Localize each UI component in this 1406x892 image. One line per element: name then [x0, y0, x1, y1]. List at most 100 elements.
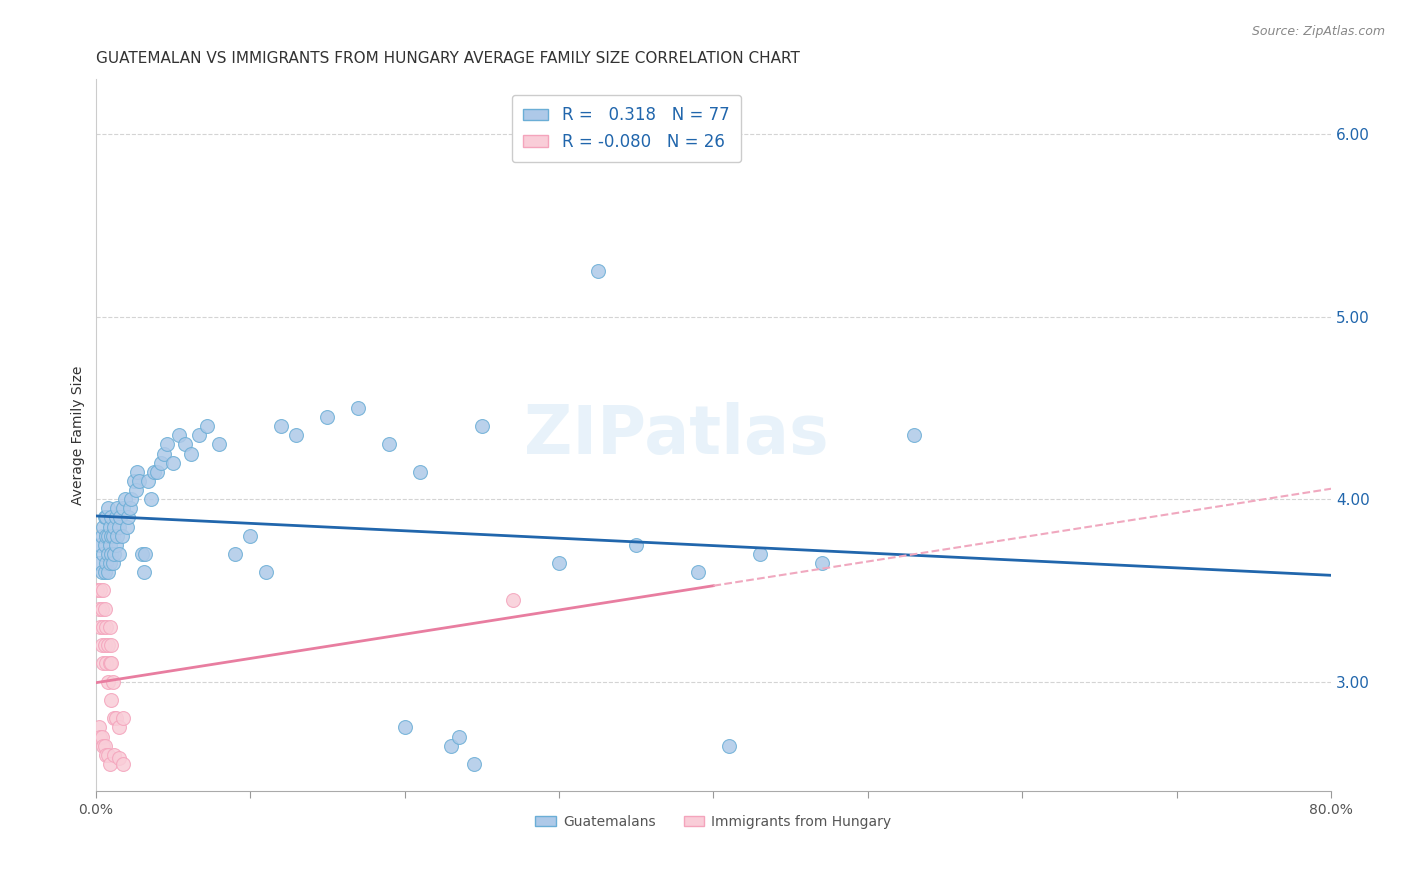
Point [285, 428, 308, 442]
Point [141, 492, 163, 507]
Point [502, 592, 524, 607]
Legend: Guatemalans, Immigrants from Hungary: Guatemalans, Immigrants from Hungary [530, 809, 897, 834]
Point [97, 638, 120, 652]
Point [94, 638, 117, 652]
Point [100, 657, 122, 671]
Point [208, 437, 231, 451]
Point [112, 711, 135, 725]
Point [100, 693, 122, 707]
Point [90, 601, 112, 615]
Text: GUATEMALAN VS IMMIGRANTS FROM HUNGARY AVERAGE FAMILY SIZE CORRELATION CHART: GUATEMALAN VS IMMIGRANTS FROM HUNGARY AV… [96, 51, 800, 66]
Point [100, 529, 122, 543]
Point [108, 720, 131, 734]
Point [97, 547, 120, 561]
Point [89, 538, 111, 552]
Point [94, 601, 117, 615]
Point [98, 620, 121, 634]
Point [104, 711, 127, 725]
Point [93, 519, 115, 533]
Point [105, 501, 128, 516]
Point [101, 674, 124, 689]
Point [174, 437, 197, 451]
Point [128, 474, 150, 488]
Point [90, 565, 112, 579]
Point [103, 519, 125, 533]
Point [394, 720, 416, 734]
Point [167, 428, 190, 442]
Point [97, 501, 120, 516]
Point [134, 547, 156, 561]
Y-axis label: Average Family Size: Average Family Size [72, 366, 86, 505]
Point [87, 601, 110, 615]
Point [87, 720, 110, 734]
Point [93, 657, 115, 671]
Point [409, 465, 432, 479]
Point [89, 620, 111, 634]
Point [131, 547, 153, 561]
Point [122, 474, 145, 488]
Point [152, 446, 174, 460]
Point [96, 510, 118, 524]
Point [93, 620, 115, 634]
Point [96, 529, 118, 543]
Point [90, 529, 112, 543]
Point [903, 428, 925, 442]
Point [93, 739, 115, 753]
Point [104, 538, 127, 552]
Point [127, 465, 149, 479]
Point [110, 510, 132, 524]
Point [136, 474, 159, 488]
Point [115, 519, 138, 533]
Point [98, 538, 121, 552]
Point [162, 456, 184, 470]
Point [96, 657, 118, 671]
Point [96, 620, 118, 634]
Point [86, 583, 108, 598]
Point [103, 547, 125, 561]
Point [471, 419, 494, 434]
Point [89, 730, 111, 744]
Point [90, 730, 112, 744]
Point [97, 674, 120, 689]
Point [180, 446, 202, 460]
Point [143, 465, 166, 479]
Point [98, 556, 121, 570]
Point [111, 529, 134, 543]
Point [120, 492, 142, 507]
Point [270, 419, 292, 434]
Point [114, 492, 136, 507]
Point [97, 529, 120, 543]
Point [93, 547, 115, 561]
Text: Source: ZipAtlas.com: Source: ZipAtlas.com [1251, 25, 1385, 38]
Point [810, 556, 832, 570]
Point [224, 547, 246, 561]
Point [316, 410, 339, 425]
Point [98, 657, 121, 671]
Point [463, 756, 485, 771]
Point [103, 747, 125, 762]
Point [98, 756, 121, 771]
Point [347, 401, 370, 415]
Point [108, 519, 131, 533]
Point [94, 538, 117, 552]
Point [686, 565, 709, 579]
Point [93, 583, 115, 598]
Point [132, 565, 155, 579]
Point [97, 747, 120, 762]
Point [96, 556, 118, 570]
Point [548, 556, 571, 570]
Point [94, 510, 117, 524]
Point [195, 419, 218, 434]
Point [125, 483, 148, 497]
Point [624, 538, 647, 552]
Point [108, 751, 131, 765]
Point [89, 583, 111, 598]
Point [149, 456, 172, 470]
Point [98, 519, 121, 533]
Point [94, 565, 117, 579]
Point [108, 547, 131, 561]
Point [112, 756, 135, 771]
Point [146, 465, 169, 479]
Point [586, 264, 609, 278]
Point [90, 638, 112, 652]
